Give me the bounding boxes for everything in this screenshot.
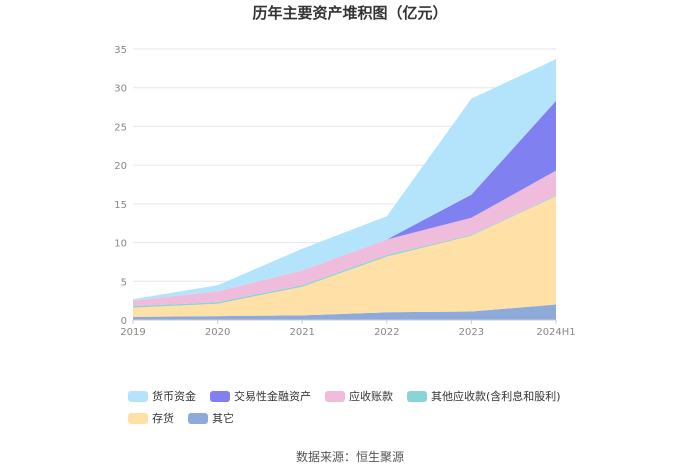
legend-item[interactable]: 交易性金融资产 xyxy=(210,388,311,404)
legend-label: 其它 xyxy=(212,412,234,425)
legend-label: 应收账款 xyxy=(349,390,393,403)
legend-item[interactable]: 其他应收款(含利息和股利) xyxy=(407,388,561,404)
legend-label: 其他应收款(含利息和股利) xyxy=(431,390,561,403)
y-tick-label: 15 xyxy=(114,200,127,211)
legend-swatch xyxy=(407,390,427,402)
legend-swatch xyxy=(128,412,148,424)
legend-swatch xyxy=(325,390,345,402)
area-series-4[interactable] xyxy=(133,100,556,301)
legend-swatch xyxy=(128,390,148,402)
y-tick-label: 30 xyxy=(114,84,127,95)
area-series-5[interactable] xyxy=(133,59,556,301)
data-source-note: 数据来源：恒生聚源 xyxy=(295,450,404,464)
x-tick-label: 2024H1 xyxy=(536,327,575,338)
area-series xyxy=(133,59,556,320)
x-tick-label: 2021 xyxy=(289,327,314,338)
x-tick-label: 2020 xyxy=(205,327,230,338)
x-tick-label: 2023 xyxy=(459,327,484,338)
y-tick-label: 0 xyxy=(121,316,127,327)
legend-label: 货币资金 xyxy=(152,390,196,403)
legend-item[interactable]: 存货 xyxy=(128,410,174,426)
legend-label: 存货 xyxy=(152,412,174,425)
legend-swatch xyxy=(210,390,230,402)
legend-item[interactable]: 其它 xyxy=(188,410,234,426)
legend-label: 交易性金融资产 xyxy=(234,390,311,403)
y-tick-label: 20 xyxy=(114,161,127,172)
legend-item[interactable]: 货币资金 xyxy=(128,388,196,404)
area-series-1[interactable] xyxy=(133,196,556,317)
x-tick-label: 2019 xyxy=(120,327,145,338)
y-tick-label: 35 xyxy=(114,45,127,56)
stacked-area-chart: 0 5 10 15 20 25 30 35 2019 2020 2021 2022 2023 2024H1 xyxy=(114,45,575,338)
chart-legend: 货币资金 交易性金融资产 应收账款 其他应收款(含利息和股利) 存货 其它 xyxy=(128,388,598,426)
y-tick-label: 5 xyxy=(121,277,127,288)
x-tick-label: 2022 xyxy=(374,327,399,338)
axes: 0 5 10 15 20 25 30 35 2019 2020 2021 2022 2023 2024H1 xyxy=(114,45,575,338)
area-series-0[interactable] xyxy=(133,304,556,321)
legend-swatch xyxy=(188,412,208,424)
chart-title: 历年主要资产堆积图（亿元） xyxy=(252,4,448,22)
y-tick-label: 25 xyxy=(114,122,127,133)
legend-item[interactable]: 应收账款 xyxy=(325,388,393,404)
y-tick-label: 10 xyxy=(114,239,127,250)
